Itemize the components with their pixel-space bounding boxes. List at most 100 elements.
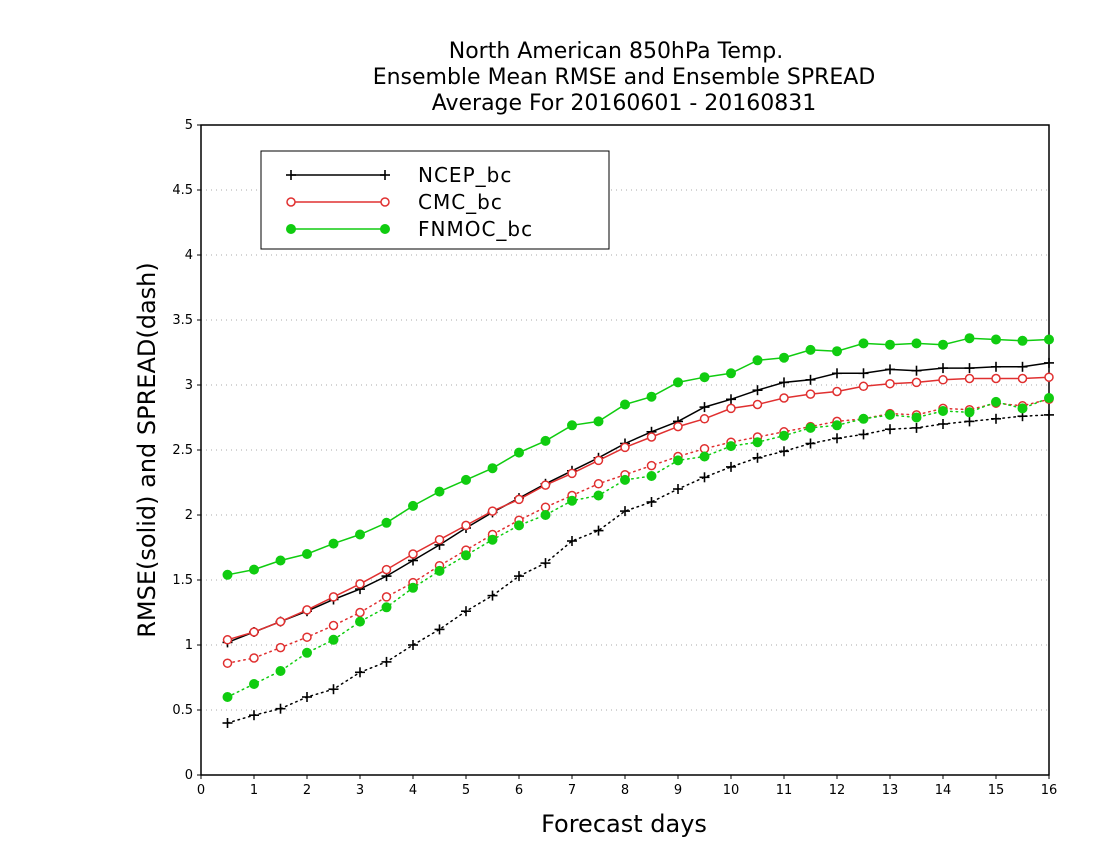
rmse-point — [275, 616, 286, 627]
rmse-point — [832, 386, 842, 397]
y-tick-label: 3 — [185, 378, 193, 393]
rmse-point — [911, 338, 922, 349]
rmse-point — [593, 455, 604, 466]
spread-point — [567, 495, 577, 506]
rmse-point — [302, 549, 312, 559]
legend-label: NCEP_bc — [418, 163, 512, 187]
rmse-point — [1044, 372, 1054, 382]
rmse-point — [381, 564, 392, 575]
rmse-point — [779, 393, 789, 403]
rmse-point — [328, 538, 339, 549]
rmse-point — [275, 555, 286, 566]
rmse-point — [302, 605, 312, 615]
spread-point — [355, 616, 365, 627]
y-axis-title: RMSE(solid) and SPREAD(dash) — [133, 262, 161, 638]
rmse-point — [699, 414, 710, 424]
spread-point — [302, 632, 312, 642]
legend-marker-left — [286, 224, 296, 234]
spread-point — [275, 666, 286, 676]
y-tick-label: 1 — [185, 638, 193, 653]
legend-entry-CMC_bc: CMC_bc — [286, 190, 502, 214]
rmse-point — [805, 389, 816, 399]
x-tick-label: 7 — [568, 783, 576, 798]
spread-point — [858, 429, 869, 440]
spread-point — [408, 582, 418, 593]
spread-point — [381, 656, 392, 667]
x-tick-label: 16 — [1041, 783, 1058, 798]
x-tick-label: 12 — [829, 783, 846, 798]
rmse-point — [858, 338, 869, 349]
rmse-point — [381, 517, 392, 528]
rmse-point — [699, 372, 710, 383]
rmse-point — [779, 377, 789, 388]
spread-point — [487, 590, 498, 601]
spread-point — [540, 558, 551, 569]
legend-marker-left — [286, 170, 296, 180]
rmse-point — [355, 579, 365, 589]
rmse-point — [567, 468, 577, 479]
spread-point — [752, 437, 763, 448]
rmse-point — [805, 374, 816, 385]
rmse-point — [752, 355, 763, 366]
spread-point — [381, 592, 392, 602]
rmse-point — [487, 463, 498, 474]
spread-point — [964, 416, 975, 427]
spread-point — [593, 525, 604, 536]
legend-box — [260, 150, 610, 250]
x-tick-label: 6 — [515, 783, 523, 798]
x-tick-label: 4 — [409, 783, 417, 798]
spread-point — [911, 412, 922, 423]
rmse-point — [964, 363, 975, 374]
rmse-point — [938, 363, 948, 374]
spread-point — [911, 422, 922, 433]
spread-point — [779, 446, 789, 457]
spread-point — [1017, 403, 1028, 414]
rmse-point — [752, 385, 763, 396]
spread-point — [461, 550, 471, 561]
spread-point — [487, 534, 498, 545]
spread-point — [673, 455, 683, 466]
rmse-point — [885, 364, 895, 375]
spread-point — [885, 409, 895, 420]
rmse-point — [832, 368, 842, 379]
rmse-point — [885, 378, 895, 389]
rmse-point — [726, 403, 736, 414]
spread-point — [832, 420, 842, 431]
spread-point — [381, 602, 392, 613]
x-tick-label: 11 — [776, 783, 793, 798]
legend-entries: NCEP_bc CMC_bc FNMOC_bc — [286, 163, 532, 241]
rmse-line — [227, 376, 1050, 641]
legend-entry-FNMOC_bc: FNMOC_bc — [286, 217, 532, 241]
spread-point — [593, 479, 604, 489]
spread-point — [885, 424, 895, 435]
spread-point — [779, 430, 789, 441]
rmse-point — [514, 447, 524, 458]
spread-point — [275, 642, 286, 653]
y-tick-label: 1.5 — [172, 573, 193, 588]
rmse-point — [540, 480, 551, 490]
y-tick-label: 3.5 — [172, 313, 193, 328]
spread-point — [249, 653, 259, 663]
series-NCEP_bc — [222, 357, 1054, 728]
rmse-point — [1044, 334, 1054, 345]
x-tick-label: 2 — [303, 783, 311, 798]
x-tick-label: 15 — [988, 783, 1005, 798]
rmse-point — [991, 334, 1001, 345]
rmse-point — [858, 381, 869, 392]
rmse-point — [911, 377, 922, 388]
rmse-point — [646, 391, 657, 402]
rmse-point — [673, 421, 683, 432]
spread-point — [938, 419, 948, 429]
spread-point — [355, 607, 365, 618]
x-tick-label: 13 — [882, 783, 899, 798]
spread-point — [699, 451, 710, 462]
spread-point — [593, 490, 604, 501]
spread-point — [726, 441, 736, 452]
spread-point — [302, 647, 312, 658]
rmse-point — [752, 399, 763, 410]
series-FNMOC_bc — [222, 333, 1054, 702]
rmse-point — [699, 402, 710, 413]
spread-point — [1044, 393, 1054, 403]
rmse-point — [593, 416, 604, 427]
x-tick-label: 3 — [356, 783, 364, 798]
